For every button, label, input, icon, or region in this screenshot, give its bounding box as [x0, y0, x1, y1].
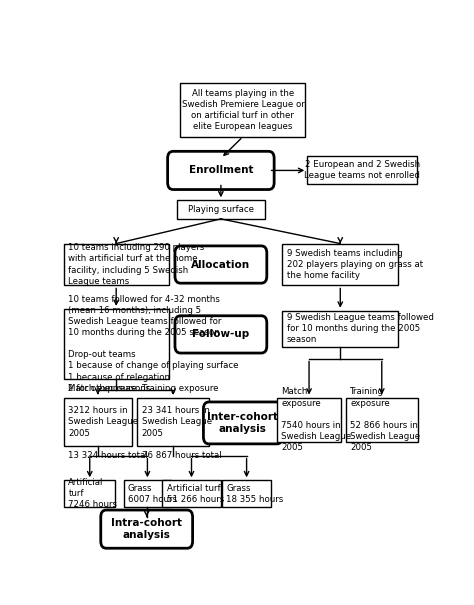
Text: All teams playing in the
Swedish Premiere League or
on artificial turf in other
: All teams playing in the Swedish Premier… [182, 89, 304, 131]
FancyBboxPatch shape [277, 397, 341, 442]
FancyBboxPatch shape [283, 244, 398, 286]
FancyBboxPatch shape [64, 309, 169, 379]
FancyBboxPatch shape [101, 510, 192, 548]
Text: 9 Swedish teams including
202 players playing on grass at
the home facility: 9 Swedish teams including 202 players pl… [287, 249, 423, 280]
FancyBboxPatch shape [177, 200, 265, 219]
FancyBboxPatch shape [124, 480, 171, 507]
Text: 10 teams including 290 players
with artificial turf at the home
facility, includ: 10 teams including 290 players with arti… [68, 243, 204, 286]
Text: Follow-up: Follow-up [192, 329, 249, 339]
FancyBboxPatch shape [203, 402, 283, 444]
Text: Artificial turf
51 266 hours: Artificial turf 51 266 hours [166, 483, 224, 504]
FancyBboxPatch shape [64, 397, 132, 446]
Text: 10 teams followed for 4-32 months
(mean 16 months), including 5
Swedish League t: 10 teams followed for 4-32 months (mean … [68, 295, 239, 393]
Text: Training exposure

23 341 hours in
Swedish League
2005

76 867 hours total: Training exposure 23 341 hours in Swedis… [142, 384, 221, 460]
Text: 2 European and 2 Swedish
League teams not enrolled: 2 European and 2 Swedish League teams no… [304, 160, 420, 180]
FancyBboxPatch shape [168, 151, 274, 189]
Text: Intra-cohort
analysis: Intra-cohort analysis [111, 518, 182, 540]
Text: Inter-cohort
analysis: Inter-cohort analysis [208, 412, 278, 434]
FancyBboxPatch shape [181, 83, 305, 137]
Text: Match
exposure

7540 hours in
Swedish League
2005: Match exposure 7540 hours in Swedish Lea… [281, 387, 351, 452]
Text: Artificial
turf
7246 hours: Artificial turf 7246 hours [68, 478, 118, 509]
FancyBboxPatch shape [162, 480, 221, 507]
Text: 9 Swedish League teams followed
for 10 months during the 2005
season: 9 Swedish League teams followed for 10 m… [287, 313, 434, 344]
FancyBboxPatch shape [307, 157, 418, 185]
FancyBboxPatch shape [222, 480, 272, 507]
Text: Match exposure

3212 hours in
Swedish League
2005

13 324 hours total: Match exposure 3212 hours in Swedish Lea… [68, 384, 148, 460]
Text: Grass
6007 hours: Grass 6007 hours [128, 483, 177, 504]
Text: Training
exposure

52 866 hours in
Swedish League
2005: Training exposure 52 866 hours in Swedis… [350, 387, 420, 452]
Text: Playing surface: Playing surface [188, 205, 254, 214]
FancyBboxPatch shape [346, 397, 418, 442]
Text: Grass
18 355 hours: Grass 18 355 hours [226, 483, 283, 504]
FancyBboxPatch shape [64, 480, 116, 507]
Text: Allocation: Allocation [191, 260, 250, 270]
FancyBboxPatch shape [175, 246, 267, 283]
FancyBboxPatch shape [175, 316, 267, 353]
FancyBboxPatch shape [64, 244, 169, 286]
FancyBboxPatch shape [283, 310, 398, 347]
Text: Enrollment: Enrollment [189, 165, 253, 175]
FancyBboxPatch shape [137, 397, 209, 446]
